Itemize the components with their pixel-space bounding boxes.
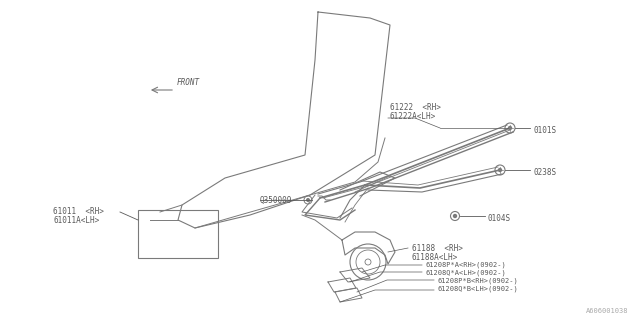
Text: 0104S: 0104S — [487, 214, 510, 223]
Text: 61208Q*A<LH>(0902-): 61208Q*A<LH>(0902-) — [425, 270, 506, 276]
Bar — [138, 210, 218, 258]
Text: 61188  <RH>: 61188 <RH> — [412, 244, 463, 253]
Text: 61188A<LH>: 61188A<LH> — [412, 253, 458, 262]
Text: 61208P*B<RH>(0902-): 61208P*B<RH>(0902-) — [437, 278, 518, 284]
Text: 0238S: 0238S — [533, 168, 556, 177]
Circle shape — [499, 169, 502, 172]
Text: 61222A<LH>: 61222A<LH> — [390, 112, 436, 121]
Circle shape — [307, 199, 309, 201]
Text: 61208P*A<RH>(0902-): 61208P*A<RH>(0902-) — [425, 262, 506, 268]
Text: 61011  <RH>: 61011 <RH> — [53, 207, 104, 216]
Text: A606001038: A606001038 — [586, 308, 628, 314]
Text: Q350009: Q350009 — [260, 196, 292, 205]
Circle shape — [509, 126, 511, 130]
Text: 0101S: 0101S — [533, 126, 556, 135]
Text: 61011A<LH>: 61011A<LH> — [53, 216, 99, 225]
Text: 61222  <RH>: 61222 <RH> — [390, 103, 441, 112]
Text: 61208Q*B<LH>(0902-): 61208Q*B<LH>(0902-) — [437, 286, 518, 292]
Circle shape — [454, 214, 456, 218]
Text: FRONT: FRONT — [177, 78, 200, 87]
